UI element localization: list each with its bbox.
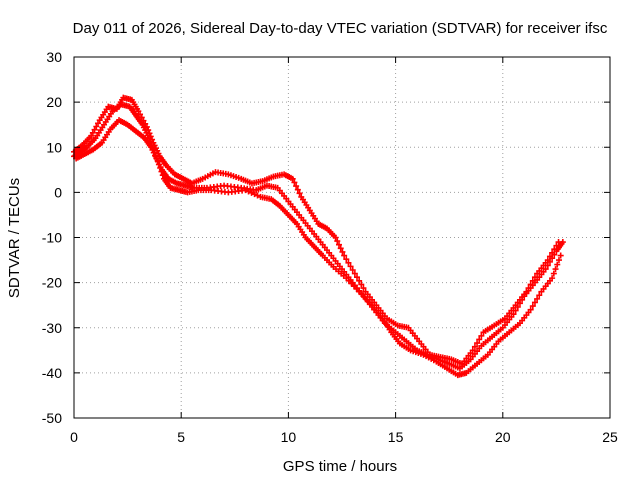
data-point [137,111,144,118]
data-point [146,130,153,137]
data-point [158,168,165,175]
data-point [341,252,348,259]
data-point [478,332,485,339]
data-point [510,311,517,318]
data-point [555,257,562,264]
data-point [339,248,346,255]
data-point [354,274,361,281]
data-point [140,117,147,124]
data-point [334,238,341,245]
data-point [147,133,154,140]
data-point [347,263,354,270]
chart-title: Day 011 of 2026, Sidereal Day-to-day VTE… [73,20,608,37]
data-point [527,281,534,288]
axis-ticks: 0 5 10 15 20 25 -50 -40 -30 -20 -10 0 10 20 30 [42,49,618,445]
data-point [293,183,300,190]
data-point [93,123,100,130]
y-tick-label: 20 [46,94,62,110]
data-series [71,94,562,367]
x-tick-label: 20 [495,429,511,445]
data-point [89,129,96,136]
data-series [73,117,564,379]
data-point [544,257,551,264]
data-point [248,189,255,196]
data-point [555,239,562,246]
data-point [135,108,142,115]
data-point [358,281,365,288]
grid [74,57,610,418]
data-point [550,270,557,277]
data-point [254,192,261,199]
data-point [552,266,559,273]
data-point [534,295,541,302]
y-tick-label: 0 [54,184,62,200]
data-point [529,303,536,310]
data-point [356,277,363,284]
x-axis-label: GPS time / hours [283,458,397,475]
y-tick-label: -50 [42,410,62,426]
data-point [143,123,150,130]
y-tick-label: 30 [46,49,62,65]
data-point [245,188,252,195]
y-axis-label: SDTVAR / TECUs [6,178,23,298]
data-point [351,270,358,277]
data-point [337,245,344,252]
data-point [476,336,483,343]
data-point [471,343,478,350]
data-point [525,285,532,292]
data-point [553,242,560,249]
data-points [71,94,566,379]
x-tick-label: 10 [281,429,297,445]
data-point [88,132,95,139]
data-point [531,299,538,306]
data-point [296,190,303,197]
data-point [527,306,534,313]
data-point [469,347,476,354]
data-point [251,191,258,198]
data-point [157,165,164,172]
data-point [554,261,561,268]
data-point [159,172,166,179]
data-point [474,340,481,347]
data-point [345,259,352,266]
y-tick-label: 10 [46,139,62,155]
data-point [145,127,152,134]
data-point [155,161,162,168]
data-point [536,292,543,299]
data-point [557,252,564,259]
data-point [91,126,98,133]
data-point [551,246,558,253]
data-point [349,266,356,273]
data-point [332,234,339,241]
data-point [343,256,350,263]
data-point [546,253,553,260]
y-tick-label: -20 [42,275,62,291]
data-point [95,120,102,127]
data-point [531,274,538,281]
y-tick-label: -30 [42,320,62,336]
x-tick-label: 15 [388,429,404,445]
data-point [149,136,156,143]
data-point [138,114,145,121]
data-point [294,186,301,193]
data-point [523,288,530,295]
data-point [142,120,149,127]
data-point [291,179,298,186]
data-point [360,285,367,292]
y-tick-label: -40 [42,365,62,381]
data-point [529,277,536,284]
data-point [154,157,161,164]
data-point [242,187,249,194]
x-tick-label: 25 [602,429,618,445]
data-point [549,249,556,256]
x-tick-label: 0 [70,429,78,445]
data-point [335,241,342,248]
data-point [289,175,296,182]
y-tick-label: -10 [42,230,62,246]
data-point [542,266,549,273]
data-point [549,275,556,282]
x-tick-label: 5 [177,429,185,445]
data-series [71,101,566,372]
